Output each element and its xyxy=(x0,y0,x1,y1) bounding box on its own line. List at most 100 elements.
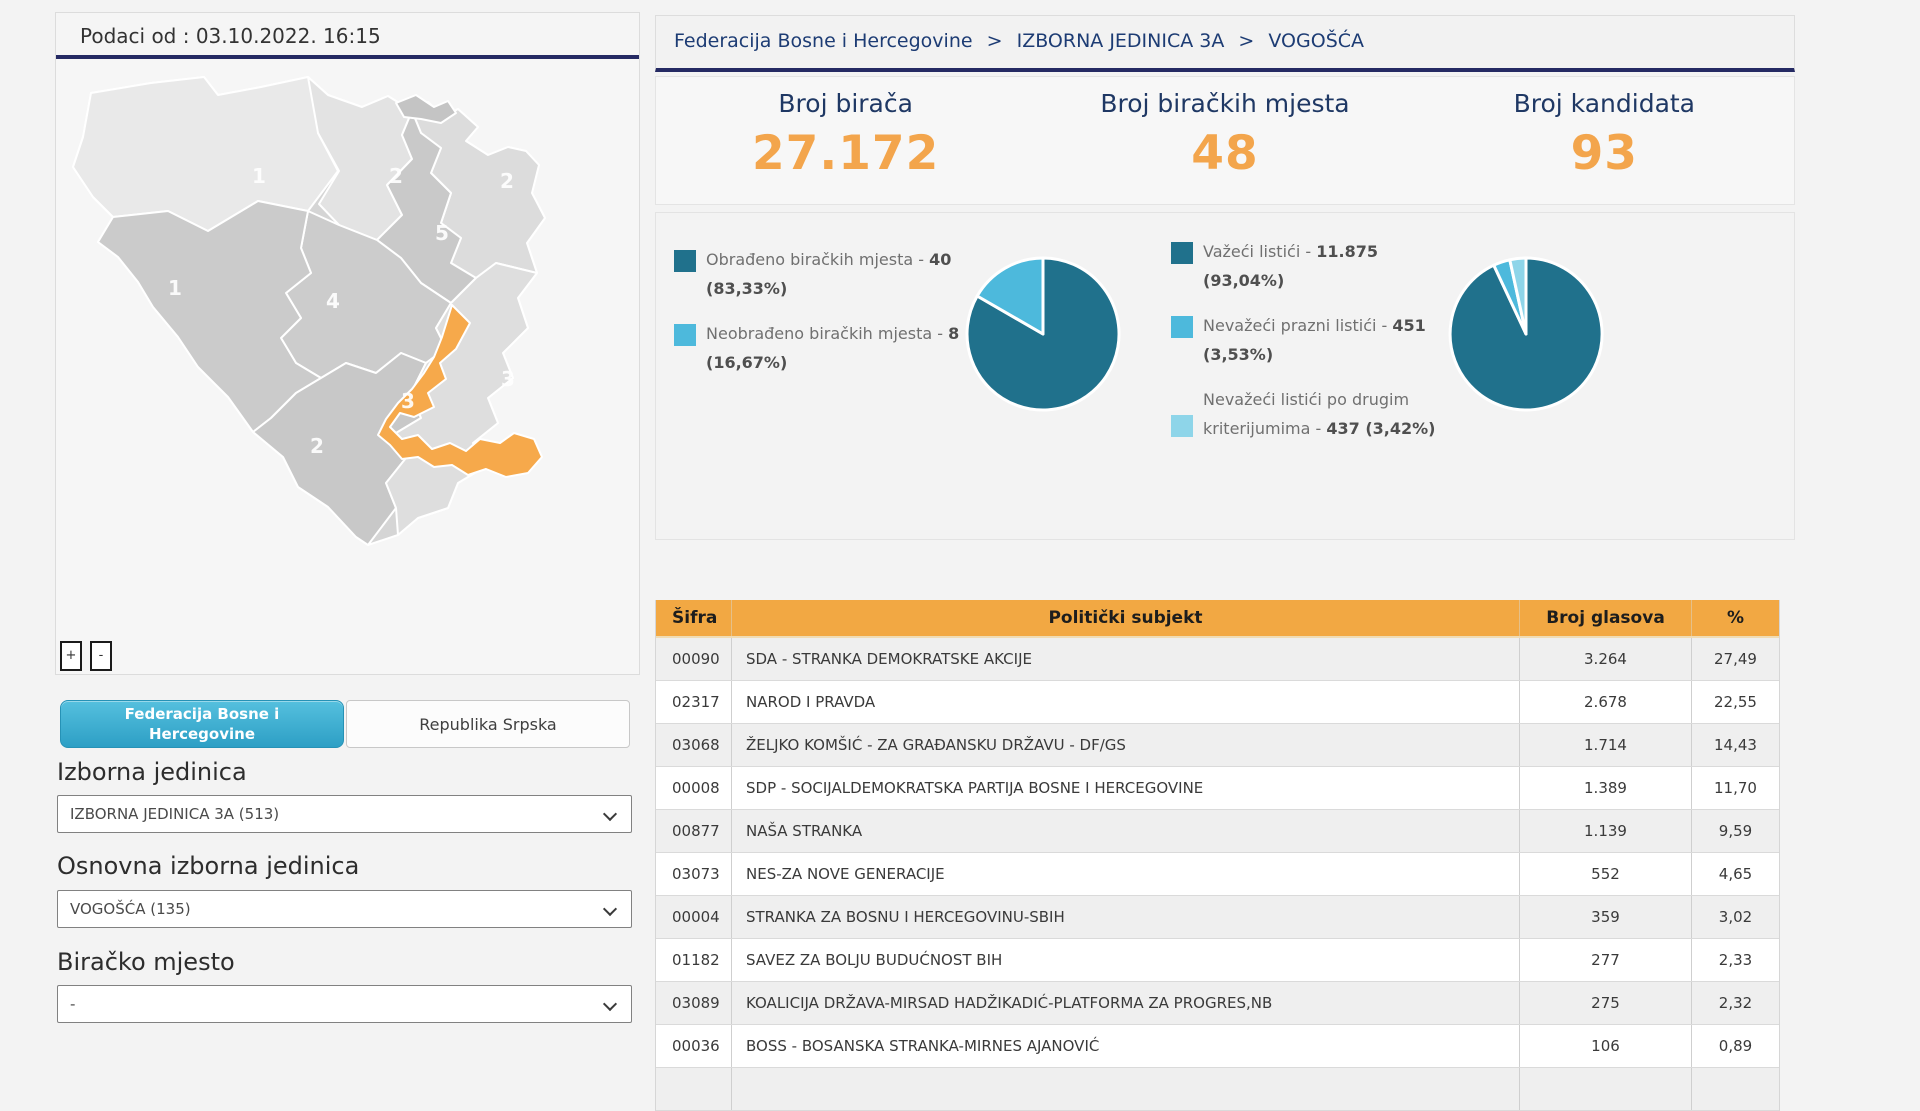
cell-subjekt: KOALICIJA DRŽAVA-MIRSAD HADŽIKADIĆ-PLATF… xyxy=(732,982,1520,1024)
map-label: 1 xyxy=(168,276,182,300)
table-row: 01182 SAVEZ ZA BOLJU BUDUĆNOST BIH 277 2… xyxy=(656,939,1779,982)
legend-obrada: Obrađeno biračkih mjesta - 40 (83,33%) N… xyxy=(674,245,964,393)
cell-glasovi: 1.139 xyxy=(1520,810,1692,852)
cell-subjekt: STRANKA ZA BOSNU I HERCEGOVINU-SBIH xyxy=(732,896,1520,938)
map-label: 3 xyxy=(501,367,515,391)
biracko-mjesto-value: - xyxy=(70,995,76,1013)
legend-item: Obrađeno biračkih mjesta - 40 (83,33%) xyxy=(674,245,964,303)
cell-sifra: 02317 xyxy=(656,681,732,723)
map-label: 2 xyxy=(310,434,324,458)
legend-value: 451 (3,53%) xyxy=(1203,316,1426,364)
map-zoom-in-button[interactable]: + xyxy=(60,641,82,671)
bosnia-map: 1 2 2 5 4 1 3 3 2 xyxy=(72,76,546,546)
breadcrumb-izborna-jedinica[interactable]: IZBORNA JEDINICA 3A xyxy=(1016,30,1225,52)
table-header-row: Šifra Politički subjekt Broj glasova % xyxy=(656,600,1779,638)
cell-subjekt: SDP - SOCIJALDEMOKRATSKA PARTIJA BOSNE I… xyxy=(732,767,1520,809)
data-panel: Podaci od : 03.10.2022. 16:15 1 2 2 5 4 … xyxy=(55,12,640,675)
cell-glasovi: 275 xyxy=(1520,982,1692,1024)
cell-sifra: 00090 xyxy=(656,638,732,680)
map-region-brcko[interactable] xyxy=(395,94,457,124)
cell-sifra: 00008 xyxy=(656,767,732,809)
biracko-mjesto-select[interactable]: - xyxy=(57,985,632,1023)
pie-chart-obrada xyxy=(965,256,1121,412)
stat-label: Broj kandidata xyxy=(1513,89,1696,118)
izborna-jedinica-select[interactable]: IZBORNA JEDINICA 3A (513) xyxy=(57,795,632,833)
map-region-nw-1[interactable] xyxy=(72,76,339,232)
cell-procenat: 3,02 xyxy=(1718,908,1753,926)
cell-procenat: 4,65 xyxy=(1718,865,1753,883)
cell-glasovi: 277 xyxy=(1520,939,1692,981)
cell-procenat: 2,33 xyxy=(1718,951,1753,969)
table-row: 00036 BOSS - BOSANSKA STRANKA-MIRNES AJA… xyxy=(656,1025,1779,1068)
cell-procenat: 22,55 xyxy=(1714,693,1757,711)
table-row: 00008 SDP - SOCIJALDEMOKRATSKA PARTIJA B… xyxy=(656,767,1779,810)
table-row: 00090 SDA - STRANKA DEMOKRATSKE AKCIJE 3… xyxy=(656,638,1779,681)
cell-procenat: 11,70 xyxy=(1714,779,1757,797)
legend-item: Neobrađeno biračkih mjesta - 8 (16,67%) xyxy=(674,319,964,377)
data-timestamp: Podaci od : 03.10.2022. 16:15 xyxy=(56,13,639,59)
stat-value: 93 xyxy=(1570,126,1639,181)
pie-chart-listici xyxy=(1448,256,1604,412)
legend-swatch-vazeci xyxy=(1171,242,1193,264)
tab-federacija-bih[interactable]: Federacija Bosne i Hercegovine xyxy=(60,700,344,748)
cell-sifra: 00004 xyxy=(656,896,732,938)
legend-label: Nevažeći prazni listići - xyxy=(1203,316,1388,335)
table-row: 03068 ŽELJKO KOMŠIĆ - ZA GRAĐANSKU DRŽAV… xyxy=(656,724,1779,767)
table-header-procenat: % xyxy=(1726,608,1745,628)
charts-panel: Obrađeno biračkih mjesta - 40 (83,33%) N… xyxy=(655,212,1795,540)
cell-procenat: 27,49 xyxy=(1714,650,1757,668)
cell-procenat: 14,43 xyxy=(1714,736,1757,754)
table-header-broj-glasova: Broj glasova xyxy=(1520,600,1692,636)
cell-glasovi: 1.714 xyxy=(1520,724,1692,766)
map-region-w-1[interactable] xyxy=(97,200,322,433)
legend-label: Obrađeno biračkih mjesta - xyxy=(706,250,925,269)
entity-tabs: Federacija Bosne i Hercegovine Republika… xyxy=(60,700,630,748)
breadcrumb: Federacija Bosne i Hercegovine > IZBORNA… xyxy=(655,15,1795,72)
stat-value: 48 xyxy=(1191,126,1259,181)
table-row: 00004 STRANKA ZA BOSNU I HERCEGOVINU-SBI… xyxy=(656,896,1779,939)
map-label: 1 xyxy=(252,164,266,188)
izborna-jedinica-value: IZBORNA JEDINICA 3A (513) xyxy=(70,805,280,823)
stat-broj-biraca: Broj birača 27.172 xyxy=(656,77,1035,204)
legend-value: 40 (83,33%) xyxy=(706,250,952,298)
results-table: Šifra Politički subjekt Broj glasova % 0… xyxy=(655,600,1780,1111)
stats-panel: Broj birača 27.172 Broj biračkih mjesta … xyxy=(655,76,1795,205)
breadcrumb-separator: > xyxy=(986,30,1003,52)
map-label: 2 xyxy=(389,164,403,188)
map-zoom-out-button[interactable]: - xyxy=(90,641,112,671)
osnovna-izborna-jedinica-label: Osnovna izborna jedinica xyxy=(57,852,360,880)
legend-item: Nevažeći listići po drugim kriterijumima… xyxy=(1171,385,1439,443)
cell-sifra: 03073 xyxy=(656,853,732,895)
stat-value: 27.172 xyxy=(751,126,940,181)
cell-subjekt: BOSS - BOSANSKA STRANKA-MIRNES AJANOVIĆ xyxy=(732,1025,1520,1067)
map-region-selected-3a[interactable] xyxy=(377,304,543,478)
legend-swatch-nevazeci-prazni xyxy=(1171,316,1193,338)
cell-glasovi: 359 xyxy=(1520,896,1692,938)
legend-label: Neobrađeno biračkih mjesta - xyxy=(706,324,944,343)
legend-value: 11.875 (93,04%) xyxy=(1203,242,1378,290)
tab-republika-srpska[interactable]: Republika Srpska xyxy=(346,700,630,748)
table-header-sifra: Šifra xyxy=(656,600,732,636)
table-row: 03089 KOALICIJA DRŽAVA-MIRSAD HADŽIKADIĆ… xyxy=(656,982,1779,1025)
cell-subjekt: NAROD I PRAVDA xyxy=(732,681,1520,723)
legend-value: 437 (3,42%) xyxy=(1326,419,1436,438)
map-label: 4 xyxy=(326,289,340,313)
legend-item: Nevažeći prazni listići - 451 (3,53%) xyxy=(1171,311,1439,369)
stat-label: Broj birača xyxy=(778,89,913,118)
cell-sifra: 00036 xyxy=(656,1025,732,1067)
table-body: 00090 SDA - STRANKA DEMOKRATSKE AKCIJE 3… xyxy=(656,638,1779,1111)
cell-subjekt: SDA - STRANKA DEMOKRATSKE AKCIJE xyxy=(732,638,1520,680)
cell-procenat: 0,89 xyxy=(1718,1037,1753,1055)
cell-procenat: 2,32 xyxy=(1718,994,1753,1012)
osnovna-izborna-jedinica-select[interactable]: VOGOŠĆA (135) xyxy=(57,890,632,928)
osnovna-izborna-jedinica-value: VOGOŠĆA (135) xyxy=(70,900,191,918)
cell-subjekt: NES-ZA NOVE GENERACIJE xyxy=(732,853,1520,895)
breadcrumb-opcina[interactable]: VOGOŠĆA xyxy=(1268,30,1365,52)
map-label: 5 xyxy=(435,221,449,245)
stat-broj-birackih-mjesta: Broj biračkih mjesta 48 xyxy=(1035,77,1414,204)
breadcrumb-entity[interactable]: Federacija Bosne i Hercegovine xyxy=(674,30,973,52)
biracko-mjesto-label: Biračko mjesto xyxy=(57,948,235,976)
stat-broj-kandidata: Broj kandidata 93 xyxy=(1415,77,1794,204)
chevron-down-icon xyxy=(602,806,618,822)
cell-glasovi: 3.264 xyxy=(1520,638,1692,680)
